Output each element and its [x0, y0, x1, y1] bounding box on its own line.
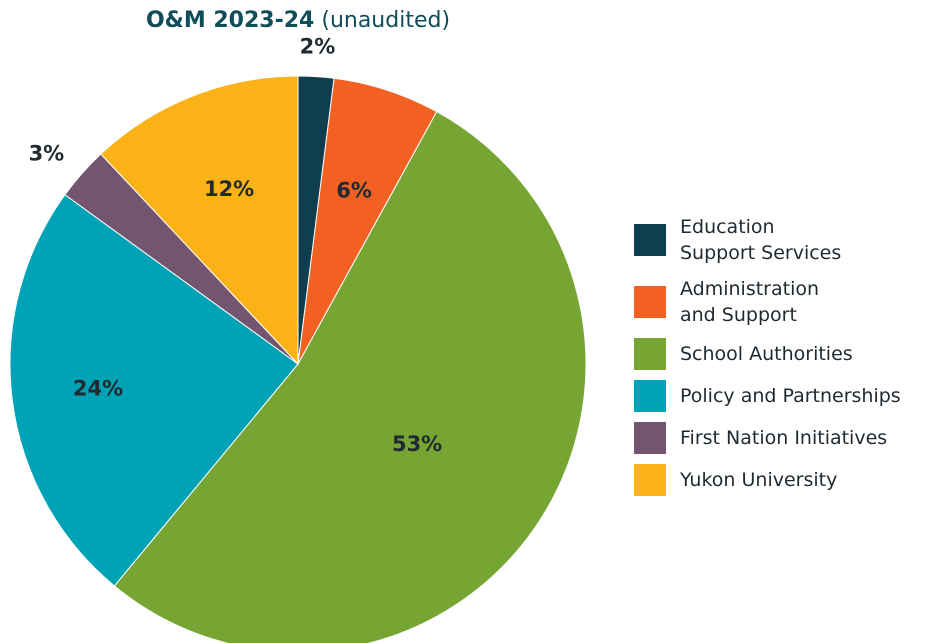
legend-swatch	[634, 422, 666, 454]
legend-swatch	[634, 286, 666, 318]
legend-label: First Nation Initiatives	[680, 427, 888, 449]
pie-slice-5	[100, 75, 299, 366]
slice-label-2: 53%	[392, 432, 442, 456]
legend-swatch	[634, 338, 666, 370]
pie-slice-3	[9, 194, 299, 587]
legend-label: Administration and Support	[680, 278, 820, 326]
legend-item: Administration and Support	[634, 276, 940, 328]
chart-title-main: O&M 2023-24	[145, 8, 315, 33]
legend-label: School Authorities	[680, 343, 853, 365]
legend-item: Education Support Services	[634, 214, 940, 266]
legend: Education Support Services Administration…	[634, 214, 940, 506]
pie-slice-2	[113, 110, 587, 643]
legend-label: Education Support Services	[680, 216, 842, 264]
legend-label: Yukon University	[680, 469, 838, 491]
legend-item: Yukon University	[634, 464, 940, 496]
legend-item: School Authorities	[634, 338, 940, 370]
pie-labels: 2% 6% 53% 24% 3% 12%	[29, 35, 443, 456]
slice-label-3: 24%	[73, 376, 123, 400]
pie-slices	[9, 75, 587, 643]
slice-label-0: 2%	[300, 35, 336, 59]
legend-swatch	[634, 464, 666, 496]
slice-label-1: 6%	[336, 178, 372, 202]
legend-label: Policy and Partnerships	[680, 385, 901, 407]
legend-item: Policy and Partnerships	[634, 380, 940, 412]
legend-swatch	[634, 380, 666, 412]
chart-title-suffix: (unaudited)	[321, 8, 451, 33]
slice-label-4: 3%	[29, 142, 65, 166]
slice-label-5: 12%	[204, 177, 254, 201]
chart-title: O&M 2023-24 (unaudited)	[0, 6, 596, 36]
legend-item: First Nation Initiatives	[634, 422, 940, 454]
legend-swatch	[634, 224, 666, 256]
